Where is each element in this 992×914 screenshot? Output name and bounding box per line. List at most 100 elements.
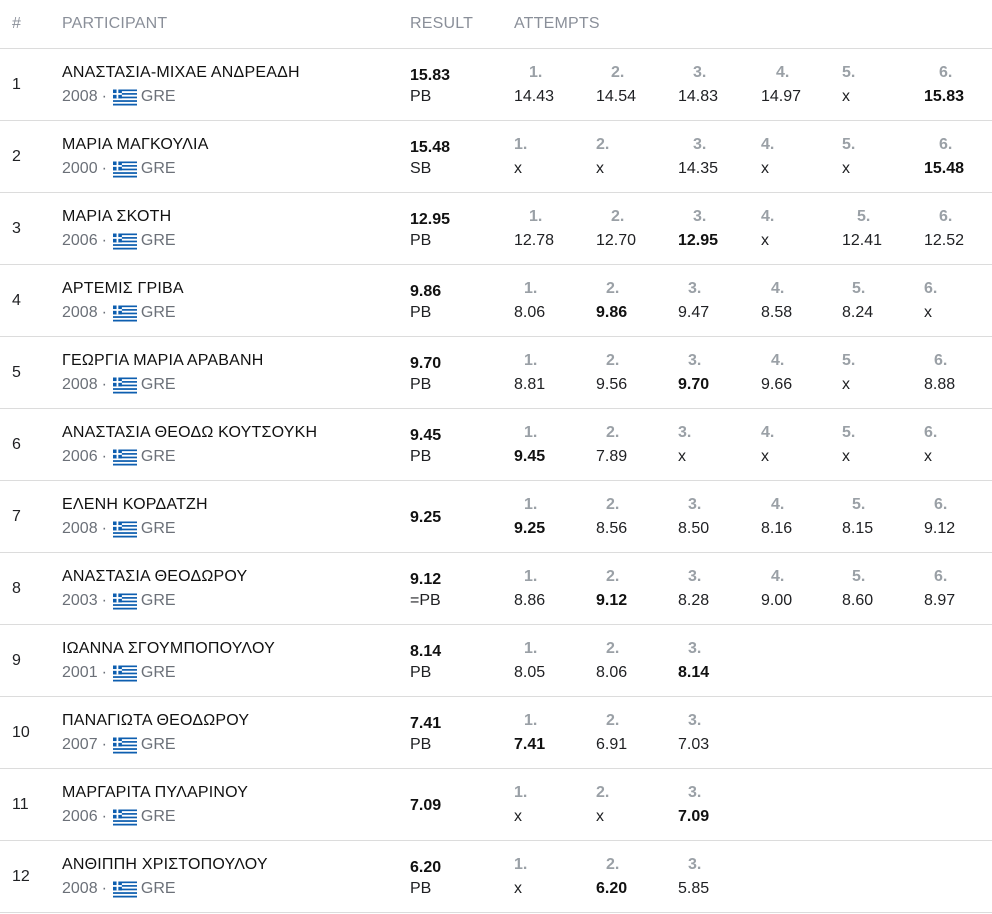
- attempt-cell: 3. x: [678, 424, 758, 466]
- birth-year: 2008: [62, 376, 98, 393]
- attempt-value: x: [924, 304, 932, 321]
- attempt-cell: 2. 8.06: [596, 640, 676, 682]
- attempt-cell: 3. 8.50: [678, 496, 758, 538]
- attempt-cell: 4. 9.00: [761, 568, 841, 610]
- record-note: PB: [410, 664, 432, 681]
- attempt-number: 6.: [934, 568, 948, 585]
- attempt-cell: 6. 8.88: [924, 352, 992, 394]
- attempt-cell: 1. 8.06: [514, 280, 594, 322]
- attempt-number: 2.: [596, 136, 610, 153]
- rank-number: 2: [12, 147, 21, 165]
- participant-name[interactable]: ΑΝΑΣΤΑΣΙΑ ΘΕΟΔΩΡΟΥ: [62, 568, 248, 585]
- table-row[interactable]: 7 ΕΛΕΝΗ ΚΟΡΔΑΤΖΗ 2008 · GRE 9.25 1. 9.25 2. 8.56 3…: [0, 481, 992, 553]
- participant-meta: 2000 · GRE: [62, 160, 176, 178]
- greece-flag-icon: [112, 521, 137, 537]
- attempt-number: 4.: [761, 424, 775, 441]
- participant-name[interactable]: ΠΑΝΑΓΙΩΤΑ ΘΕΟΔΩΡΟΥ: [62, 712, 250, 729]
- participant-meta: 2007 · GRE: [62, 736, 176, 754]
- attempt-cell: 3. 7.09: [678, 784, 758, 826]
- greece-flag-icon: [112, 449, 137, 465]
- attempt-number: 1.: [524, 424, 538, 441]
- attempt-number: 3.: [688, 856, 702, 873]
- birth-year: 2001: [62, 664, 98, 681]
- attempt-cell: 1. 8.81: [514, 352, 594, 394]
- attempt-value: 8.56: [596, 520, 628, 537]
- attempt-value: 15.83: [924, 88, 965, 105]
- participant-name[interactable]: ΕΛΕΝΗ ΚΟΡΔΑΤΖΗ: [62, 496, 208, 513]
- attempt-number: 2.: [606, 712, 620, 729]
- table-row[interactable]: 2 ΜΑΡΙΑ ΜΑΓΚΟΥΛΙΑ 2000 · GRE 15.48 SB 1. x 2. x 3. 1…: [0, 121, 992, 193]
- attempt-value: 5.85: [678, 880, 710, 897]
- participant-meta: 2008 · GRE: [62, 880, 176, 898]
- table-row[interactable]: 12 ΑΝΘΙΠΠΗ ΧΡΙΣΤΟΠΟΥΛΟΥ 2008 · GRE 6.20 PB 1. x 2…: [0, 841, 992, 913]
- attempt-value: 6.91: [596, 736, 628, 753]
- attempt-number: 5.: [852, 496, 866, 513]
- country-code: GRE: [140, 304, 176, 321]
- participant-meta: 2006 · GRE: [62, 448, 176, 466]
- attempt-value: 9.56: [596, 376, 628, 393]
- participant-name[interactable]: ΜΑΡΓΑΡΙΤΑ ΠΥΛΑΡΙΝΟΥ: [62, 784, 249, 801]
- attempt-number: 4.: [771, 352, 785, 369]
- attempt-cell: 1. 12.78: [514, 208, 594, 250]
- rank-number: 7: [12, 507, 21, 525]
- attempt-value: 7.41: [514, 736, 546, 753]
- attempt-value: x: [842, 376, 850, 393]
- birth-year: 2007: [62, 736, 98, 753]
- attempt-number: 3.: [688, 784, 702, 801]
- attempt-cell: 3. 14.83: [678, 64, 758, 106]
- participant-name[interactable]: ΑΝΘΙΠΠΗ ΧΡΙΣΤΟΠΟΥΛΟΥ: [62, 856, 268, 873]
- attempt-cell: 3. 8.28: [678, 568, 758, 610]
- attempt-number: 2.: [596, 784, 610, 801]
- attempt-value: 7.03: [678, 736, 710, 753]
- record-note: PB: [410, 232, 432, 249]
- table-row[interactable]: 10 ΠΑΝΑΓΙΩΤΑ ΘΕΟΔΩΡΟΥ 2007 · GRE 7.41 PB 1. 7.41…: [0, 697, 992, 769]
- table-row[interactable]: 3 ΜΑΡΙΑ ΣΚΟΤΗ 2006 · GRE 12.95 PB 1. 12.78 2. 12.7…: [0, 193, 992, 265]
- result-mark: 8.14: [410, 643, 442, 660]
- table-row[interactable]: 4 ΑΡΤΕΜΙΣ ΓΡΙΒΑ 2008 · GRE 9.86 PB 1. 8.06 2. 9.86…: [0, 265, 992, 337]
- attempt-cell: 2. 8.56: [596, 496, 676, 538]
- table-row[interactable]: 9 ΙΩΑΝΝΑ ΣΓΟΥΜΠΟΠΟΥΛΟΥ 2001 · GRE 8.14 PB 1. 8.0…: [0, 625, 992, 697]
- participant-name[interactable]: ΑΝΑΣΤΑΣΙΑ ΘΕΟΔΩ ΚΟΥΤΣΟΥΚΗ: [62, 424, 318, 441]
- result-mark: 9.86: [410, 283, 442, 300]
- attempt-cell: 6. x: [924, 424, 992, 466]
- attempt-value: 8.15: [842, 520, 874, 537]
- attempt-value: 9.25: [514, 520, 546, 537]
- participant-meta: 2006 · GRE: [62, 232, 176, 250]
- participant-name[interactable]: ΑΝΑΣΤΑΣΙΑ-ΜΙΧΑΕ ΑΝΔΡΕΑΔΗ: [62, 64, 300, 81]
- country-code: GRE: [140, 520, 176, 537]
- participant-meta: 2006 · GRE: [62, 808, 176, 826]
- record-note: PB: [410, 376, 432, 393]
- attempt-cell: 3. 7.03: [678, 712, 758, 754]
- participant-name[interactable]: ΓΕΩΡΓΙΑ ΜΑΡΙΑ ΑΡΑΒΑΝΗ: [62, 352, 264, 369]
- participant-name[interactable]: ΜΑΡΙΑ ΣΚΟΤΗ: [62, 208, 172, 225]
- meta-separator: ·: [101, 376, 107, 393]
- header-participant[interactable]: PARTICIPANT: [62, 15, 168, 32]
- rank-number: 9: [12, 651, 21, 669]
- greece-flag-icon: [112, 377, 137, 393]
- greece-flag-icon: [112, 665, 137, 681]
- attempt-value: 12.78: [514, 232, 555, 249]
- table-row[interactable]: 8 ΑΝΑΣΤΑΣΙΑ ΘΕΟΔΩΡΟΥ 2003 · GRE 9.12 =PB 1. 8.86…: [0, 553, 992, 625]
- attempt-cell: 6. 15.48: [924, 136, 992, 178]
- attempt-cell: 6. 8.97: [924, 568, 992, 610]
- attempt-number: 5.: [842, 424, 856, 441]
- attempt-value: 9.12: [924, 520, 956, 537]
- birth-year: 2003: [62, 592, 98, 609]
- header-result[interactable]: RESULT: [410, 15, 474, 32]
- attempt-cell: 5. x: [842, 64, 922, 106]
- participant-name[interactable]: ΜΑΡΙΑ ΜΑΓΚΟΥΛΙΑ: [62, 136, 209, 153]
- country-code: GRE: [140, 160, 176, 177]
- attempt-cell: 2. x: [596, 136, 676, 178]
- result-mark: 9.70: [410, 355, 442, 372]
- attempt-cell: 3. 9.47: [678, 280, 758, 322]
- meta-separator: ·: [101, 736, 107, 753]
- birth-year: 2008: [62, 880, 98, 897]
- attempt-value: 7.09: [678, 808, 710, 825]
- table-row[interactable]: 5 ΓΕΩΡΓΙΑ ΜΑΡΙΑ ΑΡΑΒΑΝΗ 2008 · GRE 9.70 PB 1. 8.…: [0, 337, 992, 409]
- table-row[interactable]: 11 ΜΑΡΓΑΡΙΤΑ ΠΥΛΑΡΙΝΟΥ 2006 · GRE 7.09 1. x 2. x 3…: [0, 769, 992, 841]
- table-row[interactable]: 6 ΑΝΑΣΤΑΣΙΑ ΘΕΟΔΩ ΚΟΥΤΣΟΥΚΗ 2006 · GRE 9.45 PB…: [0, 409, 992, 481]
- result-mark: 9.12: [410, 571, 442, 588]
- participant-name[interactable]: ΙΩΑΝΝΑ ΣΓΟΥΜΠΟΠΟΥΛΟΥ: [62, 640, 275, 657]
- participant-name[interactable]: ΑΡΤΕΜΙΣ ΓΡΙΒΑ: [62, 280, 184, 297]
- table-row[interactable]: 1 ΑΝΑΣΤΑΣΙΑ-ΜΙΧΑΕ ΑΝΔΡΕΑΔΗ 2008 · GRE 15.83 PB…: [0, 49, 992, 121]
